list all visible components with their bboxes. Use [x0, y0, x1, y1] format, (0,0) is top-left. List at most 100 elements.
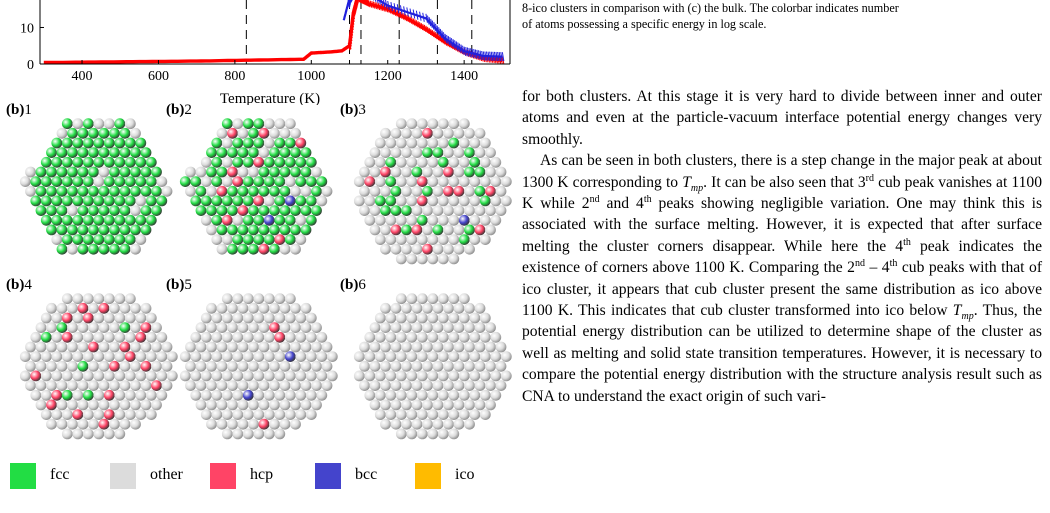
series-hatch [470, 48, 473, 58]
atom-other [474, 360, 486, 372]
atom-fcc [206, 205, 217, 216]
atom-other [151, 322, 162, 333]
atom-other [395, 389, 407, 401]
series-hatch [349, 0, 352, 5]
atom-fcc [221, 195, 233, 207]
atom-fcc [258, 205, 270, 216]
series-hatch [403, 6, 406, 16]
atom-fcc [61, 214, 73, 226]
atom-other [119, 302, 131, 314]
atom-fcc [72, 176, 84, 187]
atom-other [374, 214, 386, 226]
atom-fcc [269, 205, 280, 216]
atom-other [416, 351, 428, 362]
atom-other [19, 370, 31, 382]
atom-other [130, 380, 141, 391]
atom-other [88, 399, 99, 411]
atom-other [130, 360, 141, 372]
atom-other [416, 137, 428, 149]
atom-other [300, 302, 312, 314]
atom-fcc [211, 176, 223, 187]
atom-other [269, 360, 280, 372]
series-hatch [415, 20, 419, 28]
atom-other [395, 137, 407, 149]
atom-other [359, 380, 370, 391]
atom-hcp [295, 137, 307, 149]
atom-fcc [195, 185, 207, 197]
atom-other [77, 322, 89, 333]
atom-other [448, 118, 460, 130]
atom-fcc [279, 224, 291, 236]
atom-other [437, 351, 449, 362]
series-hatch [383, 0, 386, 8]
atom-other [67, 360, 78, 372]
atom-other [469, 312, 481, 324]
atom-other [221, 176, 233, 187]
atom-fcc [242, 118, 254, 130]
atom-other [448, 156, 460, 168]
atom-other [485, 166, 496, 178]
atom-other [453, 205, 465, 216]
atom-hcp [72, 409, 84, 420]
atom-other [453, 418, 465, 430]
atom-other [237, 302, 249, 314]
atom-fcc [151, 185, 162, 197]
atom-hcp [485, 185, 496, 197]
series-hatch [395, 9, 398, 17]
atom-other [453, 243, 465, 255]
atom-other [221, 409, 233, 420]
atom-other [311, 322, 322, 333]
atom-other [443, 322, 454, 333]
atom-other [119, 380, 131, 391]
atom-other [427, 176, 439, 187]
atom-other [237, 380, 249, 391]
atom-fcc [30, 176, 42, 187]
atom-hcp [46, 399, 57, 411]
series-hatch [431, 20, 435, 30]
atom-fcc [248, 147, 259, 158]
atom-other [124, 118, 136, 130]
atom-other [369, 147, 381, 158]
series-hatch [430, 28, 433, 37]
atom-fcc [479, 195, 491, 207]
atom-other [253, 351, 265, 362]
atom-other [401, 399, 412, 411]
x-tick-label: 1400 [450, 69, 478, 84]
atom-fcc [237, 224, 249, 236]
series-hatch [347, 42, 351, 51]
atom-fcc [130, 185, 141, 197]
atom-other [453, 341, 465, 353]
atom-other [242, 351, 254, 362]
atom-fcc [156, 195, 168, 207]
atom-other [98, 166, 110, 178]
series-hatch [354, 1, 358, 10]
atom-other [93, 176, 105, 187]
atom-other [25, 166, 36, 178]
atom-other [56, 418, 68, 430]
atom-other [458, 176, 470, 187]
atom-other [453, 302, 465, 314]
atom-other [35, 360, 47, 372]
atom-other [200, 176, 212, 187]
atom-fcc [119, 185, 131, 197]
atom-other [443, 224, 454, 236]
x-tick-label: 1000 [297, 69, 325, 84]
atom-other [279, 418, 291, 430]
atom-fcc [385, 156, 397, 168]
chart-ticks: 400 600 800 1000 1200 1400 0 10 [20, 21, 478, 84]
atom-other [237, 399, 249, 411]
atom-other [479, 176, 491, 187]
atom-fcc [140, 205, 152, 216]
series-hatch [477, 50, 481, 60]
atom-other [232, 409, 244, 420]
atom-other [448, 234, 460, 245]
atom-fcc [82, 234, 94, 245]
atom-other [290, 360, 301, 372]
atom-hcp [253, 156, 265, 168]
atom-other [61, 351, 73, 362]
atom-fcc [72, 156, 84, 168]
atom-other [490, 176, 502, 187]
atom-other [411, 147, 423, 158]
atom-fcc [140, 166, 152, 178]
atom-fcc [124, 137, 136, 149]
